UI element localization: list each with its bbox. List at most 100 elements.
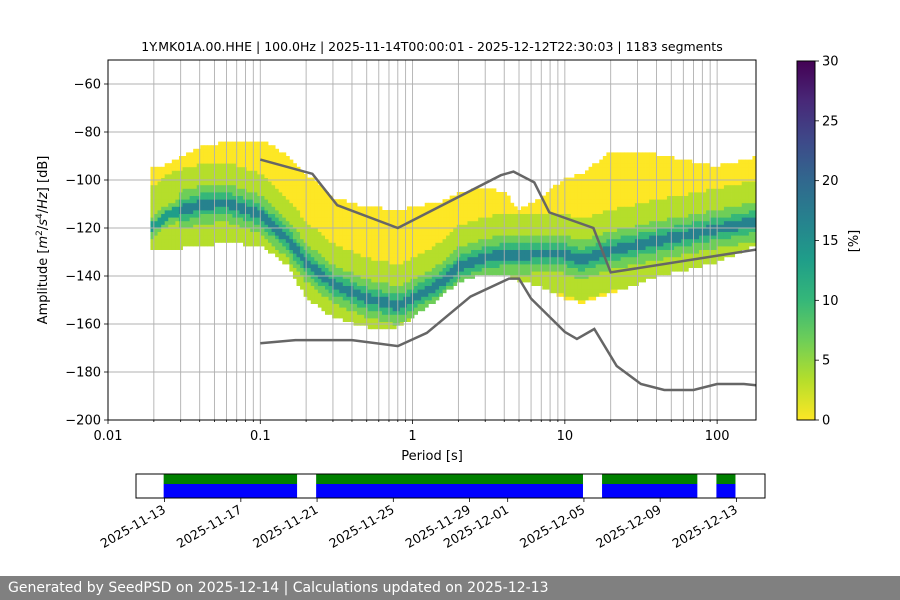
heatmap-cell bbox=[321, 307, 326, 312]
heatmap-cell bbox=[734, 174, 739, 178]
heatmap-cell bbox=[467, 260, 472, 265]
heatmap-cell bbox=[652, 267, 657, 272]
heatmap-cell bbox=[364, 224, 369, 229]
heatmap-cell bbox=[225, 170, 230, 175]
heatmap-cell bbox=[617, 213, 622, 218]
heatmap-cell bbox=[699, 260, 703, 265]
heatmap-cell bbox=[239, 210, 244, 214]
heatmap-cell bbox=[627, 246, 632, 250]
heatmap-cell bbox=[638, 256, 643, 261]
heatmap-cell bbox=[663, 220, 668, 225]
heatmap-cell bbox=[713, 217, 718, 222]
heatmap-cell bbox=[741, 220, 746, 225]
heatmap-cell bbox=[264, 238, 269, 243]
heatmap-cell bbox=[570, 213, 575, 218]
heatmap-cell bbox=[638, 267, 643, 272]
heatmap-cell bbox=[588, 267, 593, 272]
heatmap-cell bbox=[563, 195, 568, 200]
heatmap-cell bbox=[699, 174, 703, 178]
heatmap-cell bbox=[342, 224, 347, 229]
heatmap-cell bbox=[260, 174, 265, 178]
heatmap-cell bbox=[663, 249, 668, 254]
heatmap-cell bbox=[542, 246, 547, 250]
heatmap-cell bbox=[342, 253, 347, 258]
heatmap-cell bbox=[314, 181, 319, 186]
heatmap-cell bbox=[235, 152, 240, 157]
heatmap-cell bbox=[310, 228, 315, 232]
heatmap-cell bbox=[723, 163, 728, 168]
heatmap-cell bbox=[574, 264, 579, 268]
heatmap-cell bbox=[303, 231, 308, 236]
heatmap-cell bbox=[706, 238, 711, 243]
heatmap-cell bbox=[634, 242, 639, 247]
heatmap-cell bbox=[649, 202, 654, 207]
heatmap-cell bbox=[606, 202, 611, 207]
heatmap-cell bbox=[300, 228, 305, 232]
heatmap-cell bbox=[734, 199, 739, 204]
heatmap-cell bbox=[385, 285, 390, 290]
heatmap-cell bbox=[171, 231, 176, 236]
heatmap-cell bbox=[609, 242, 614, 247]
heatmap-cell bbox=[189, 228, 194, 232]
heatmap-cell bbox=[488, 224, 493, 229]
heatmap-cell bbox=[374, 300, 379, 304]
heatmap-cell bbox=[428, 246, 433, 250]
heatmap-cell bbox=[186, 228, 191, 232]
heatmap-cell bbox=[609, 184, 614, 189]
heatmap-cell bbox=[332, 213, 337, 218]
heatmap-cell bbox=[424, 282, 429, 286]
heatmap-cell bbox=[474, 213, 479, 218]
heatmap-cell bbox=[666, 256, 671, 261]
heatmap-cell bbox=[563, 285, 568, 290]
heatmap-cell bbox=[314, 282, 319, 286]
heatmap-cell bbox=[243, 195, 248, 200]
heatmap-cell bbox=[385, 325, 390, 330]
heatmap-cell bbox=[731, 238, 736, 243]
heatmap-cell bbox=[688, 246, 693, 250]
heatmap-cell bbox=[357, 271, 362, 276]
heatmap-cell bbox=[260, 163, 265, 168]
heatmap-cell bbox=[335, 249, 340, 254]
heatmap-cell bbox=[157, 238, 162, 243]
heatmap-cell bbox=[339, 314, 344, 319]
heatmap-cell bbox=[613, 274, 618, 279]
heatmap-cell bbox=[609, 285, 614, 290]
heatmap-cell bbox=[606, 192, 611, 196]
heatmap-cell bbox=[588, 289, 593, 294]
heatmap-cell bbox=[567, 267, 572, 272]
heatmap-cell bbox=[285, 224, 290, 229]
heatmap-cell bbox=[642, 170, 646, 175]
heatmap-cell bbox=[613, 152, 618, 157]
heatmap-cell bbox=[164, 163, 169, 168]
heatmap-cell bbox=[207, 170, 212, 175]
heatmap-cell bbox=[182, 213, 187, 218]
heatmap-cell bbox=[399, 274, 404, 279]
heatmap-cell bbox=[346, 202, 351, 207]
heatmap-cell bbox=[342, 256, 347, 261]
heatmap-cell bbox=[613, 228, 618, 232]
heatmap-cell bbox=[428, 202, 433, 207]
heatmap-cell bbox=[417, 217, 422, 222]
heatmap-cell bbox=[570, 235, 575, 240]
heatmap-cell bbox=[674, 210, 679, 214]
heatmap-cell bbox=[706, 242, 711, 247]
heatmap-cell bbox=[417, 253, 422, 258]
heatmap-cell bbox=[495, 195, 500, 200]
heatmap-cell bbox=[649, 235, 654, 240]
heatmap-cell bbox=[602, 224, 607, 229]
heatmap-cell bbox=[638, 202, 643, 207]
heatmap-cell bbox=[257, 145, 262, 150]
heatmap-cell bbox=[392, 314, 397, 319]
heatmap-cell bbox=[285, 184, 290, 189]
heatmap-cell bbox=[310, 260, 315, 265]
heatmap-cell bbox=[528, 238, 532, 243]
heatmap-cell bbox=[264, 141, 269, 146]
heatmap-cell bbox=[282, 195, 287, 200]
heatmap-cell bbox=[442, 260, 447, 265]
heatmap-cell bbox=[246, 159, 251, 164]
heatmap-cell bbox=[317, 199, 322, 204]
heatmap-cell bbox=[310, 253, 315, 258]
heatmap-cell bbox=[488, 260, 493, 265]
heatmap-cell bbox=[300, 210, 305, 214]
heatmap-cell bbox=[560, 228, 565, 232]
